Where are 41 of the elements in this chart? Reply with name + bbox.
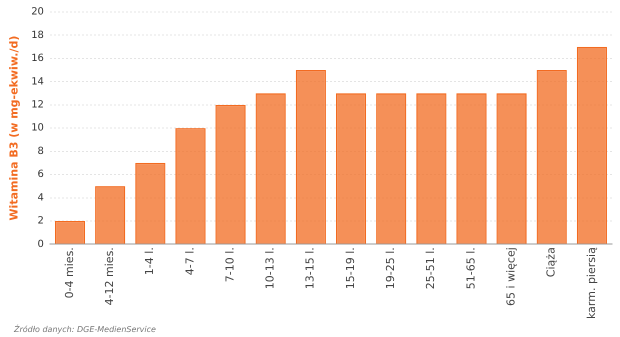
- y-tick-label: 2: [38, 216, 44, 227]
- bar: [456, 93, 487, 244]
- y-tick-label: 6: [38, 169, 44, 180]
- x-tick-label: 1-4 l.: [143, 247, 156, 276]
- y-tick-label: 10: [31, 122, 44, 134]
- bar: [576, 46, 607, 244]
- bar: [536, 70, 567, 244]
- x-tick-label: 51-65 l.: [464, 247, 478, 290]
- y-tick-label: 4: [38, 192, 44, 204]
- bar: [175, 128, 206, 244]
- x-tick-label: 65 i więcej: [504, 247, 518, 306]
- bar: [54, 220, 86, 244]
- y-tick-label: 18: [31, 30, 44, 41]
- y-tick-label: 16: [31, 53, 44, 64]
- x-tick-label: 13-15 l.: [304, 247, 317, 290]
- x-tick-label: 25-51 l.: [424, 247, 438, 290]
- bar: [336, 93, 366, 244]
- bar: [216, 104, 246, 244]
- text: Źródło danych: DGE-MedienService: [14, 325, 156, 334]
- x-tick-label: 4-12 mies.: [103, 247, 116, 306]
- x-tick-label: 15-19 l.: [344, 247, 357, 290]
- y-tick-label: 20: [31, 6, 44, 18]
- bar: [135, 162, 166, 244]
- y-axis-title: Witamina B3 (w mg-ekwiw./d): [7, 36, 20, 221]
- x-tick-label: 0-4 mies.: [62, 247, 76, 298]
- bar: [256, 93, 286, 244]
- y-tick-label: 14: [31, 76, 44, 88]
- x-tick-label: 19-25 l.: [384, 247, 398, 290]
- y-tick-label: 0: [38, 238, 44, 250]
- bar: [296, 70, 326, 244]
- bar: [376, 93, 406, 244]
- y-tick-label: 12: [31, 99, 44, 110]
- y-tick-label: 8: [38, 146, 44, 157]
- x-tick-label: karm. piersią: [584, 246, 598, 319]
- bar: [95, 186, 126, 244]
- x-tick-label: 10-13 l.: [264, 247, 277, 290]
- x-tick-label: 7-10 l.: [223, 247, 236, 282]
- x-tick-label: 4-7 l.: [183, 247, 196, 276]
- x-tick-label: Ciąża: [544, 247, 558, 278]
- bar: [416, 93, 446, 244]
- bar: [496, 93, 527, 244]
